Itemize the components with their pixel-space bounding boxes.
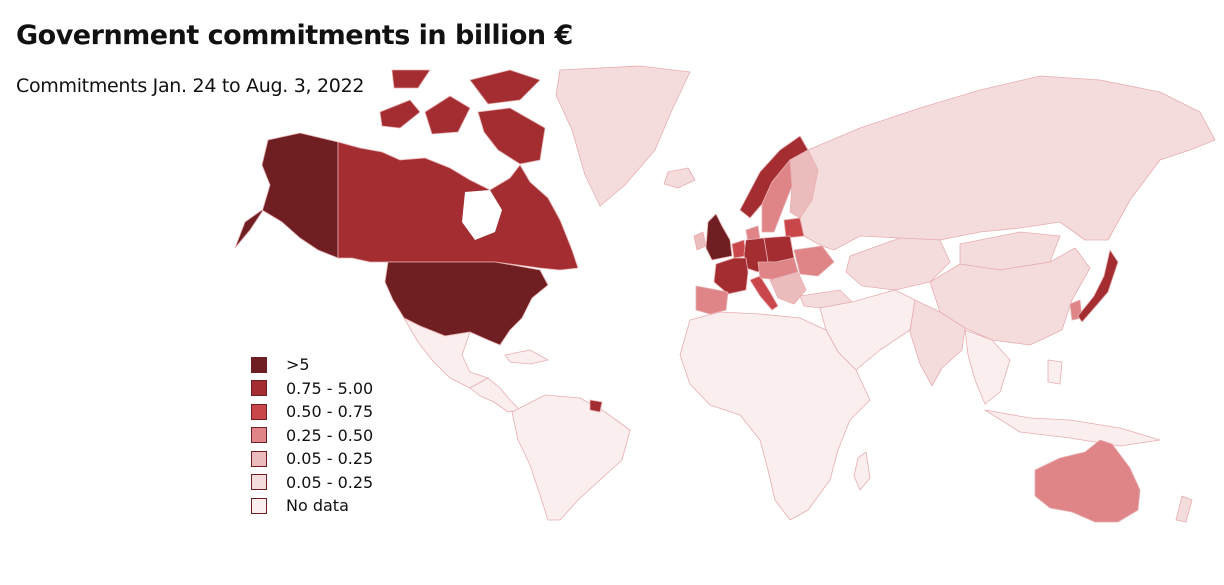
region-canada[interactable] <box>337 141 579 271</box>
region-alaska[interactable] <box>234 132 339 259</box>
legend-label: No data <box>286 496 349 516</box>
region-mexico[interactable] <box>403 317 489 389</box>
region-iceland[interactable] <box>663 167 696 189</box>
legend-item: 0.50 - 0.75 <box>251 400 373 424</box>
region-madagascar[interactable] <box>853 451 871 491</box>
legend-label: 0.05 - 0.25 <box>286 472 374 492</box>
chart-title: Government commitments in billion € <box>16 20 573 51</box>
region-japan[interactable] <box>1077 249 1119 323</box>
region-africa[interactable] <box>679 311 871 521</box>
region-poland[interactable] <box>763 235 795 263</box>
legend-label: 0.75 - 5.00 <box>286 378 374 398</box>
region-greenland[interactable] <box>555 65 691 207</box>
legend-label: 0.50 - 0.75 <box>286 402 374 422</box>
region-southeast-asia[interactable] <box>964 329 1011 405</box>
legend-swatch <box>251 497 267 514</box>
map-legend: >5 0.75 - 5.00 0.50 - 0.75 0.25 - 0.50 0… <box>251 353 373 518</box>
chart-subtitle: Commitments Jan. 24 to Aug. 3, 2022 <box>16 75 365 97</box>
legend-item: 0.05 - 0.25 <box>251 471 373 495</box>
region-indonesia[interactable] <box>984 359 1161 447</box>
region-united-kingdom[interactable] <box>705 213 733 261</box>
world-map-svg <box>234 65 1216 523</box>
legend-item: >5 <box>251 353 373 377</box>
region-india[interactable] <box>909 299 966 387</box>
region-french-guiana[interactable] <box>589 399 603 413</box>
legend-label: 0.25 - 0.50 <box>286 425 374 445</box>
legend-swatch <box>251 427 267 444</box>
hudson-bay <box>462 190 502 240</box>
legend-item: 0.05 - 0.25 <box>251 447 373 471</box>
legend-swatch <box>251 474 267 491</box>
legend-label: 0.05 - 0.25 <box>286 449 374 469</box>
legend-swatch <box>251 403 267 420</box>
region-australia[interactable] <box>1034 439 1141 523</box>
legend-swatch <box>251 450 267 467</box>
legend-swatch <box>251 380 267 397</box>
region-united-states[interactable] <box>384 261 549 346</box>
region-france[interactable] <box>713 257 749 295</box>
region-south-america[interactable] <box>511 394 631 521</box>
legend-label: >5 <box>286 355 310 375</box>
world-map <box>0 60 1224 530</box>
region-canada-islands[interactable] <box>379 69 546 165</box>
legend-item: 0.75 - 5.00 <box>251 377 373 401</box>
region-ireland[interactable] <box>693 231 707 251</box>
region-new-zealand[interactable] <box>1175 495 1193 523</box>
legend-item: No data <box>251 494 373 518</box>
region-spain-portugal[interactable] <box>695 285 729 315</box>
region-ukraine[interactable] <box>793 245 835 277</box>
region-sweden[interactable] <box>761 159 797 233</box>
region-russia[interactable] <box>799 75 1216 251</box>
legend-item: 0.25 - 0.50 <box>251 424 373 448</box>
legend-swatch <box>251 356 267 373</box>
